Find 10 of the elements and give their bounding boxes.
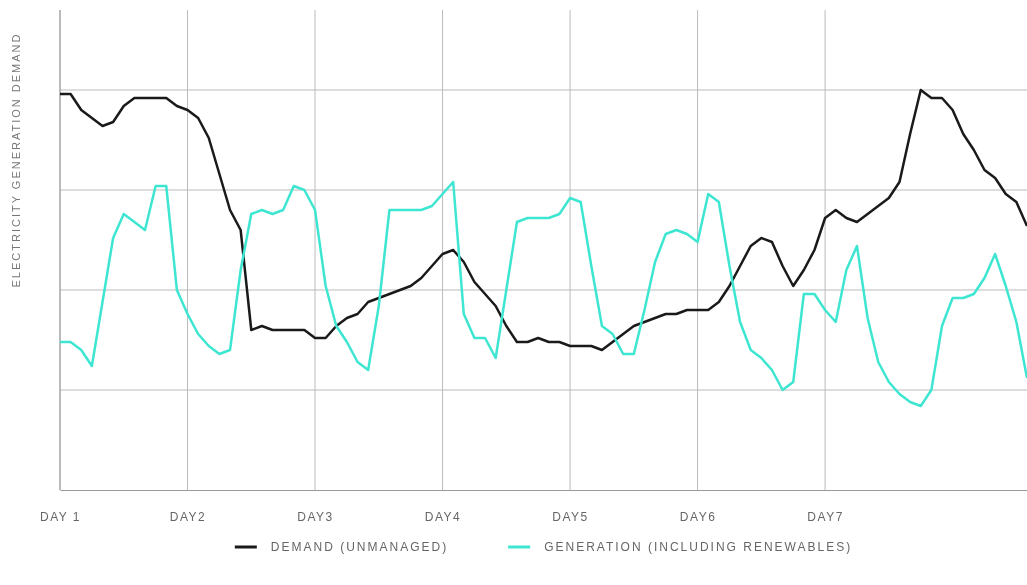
y-axis-title: ELECTRICITY GENERATION DEMAND bbox=[10, 32, 22, 288]
x-tick-label: DAY 1 bbox=[39, 509, 82, 524]
legend-label: DEMAND (UNMANAGED) bbox=[270, 540, 449, 554]
legend-label: GENERATION (INCLUDING RENEWABLES) bbox=[544, 540, 853, 554]
x-tick-label: DAY2 bbox=[169, 509, 207, 524]
x-tick-label: DAY5 bbox=[552, 509, 589, 524]
x-tick-label: DAY4 bbox=[424, 509, 462, 524]
x-tick-label: DAY3 bbox=[297, 509, 334, 524]
x-tick-label: DAY7 bbox=[807, 509, 844, 524]
x-tick-label: DAY6 bbox=[679, 509, 717, 524]
